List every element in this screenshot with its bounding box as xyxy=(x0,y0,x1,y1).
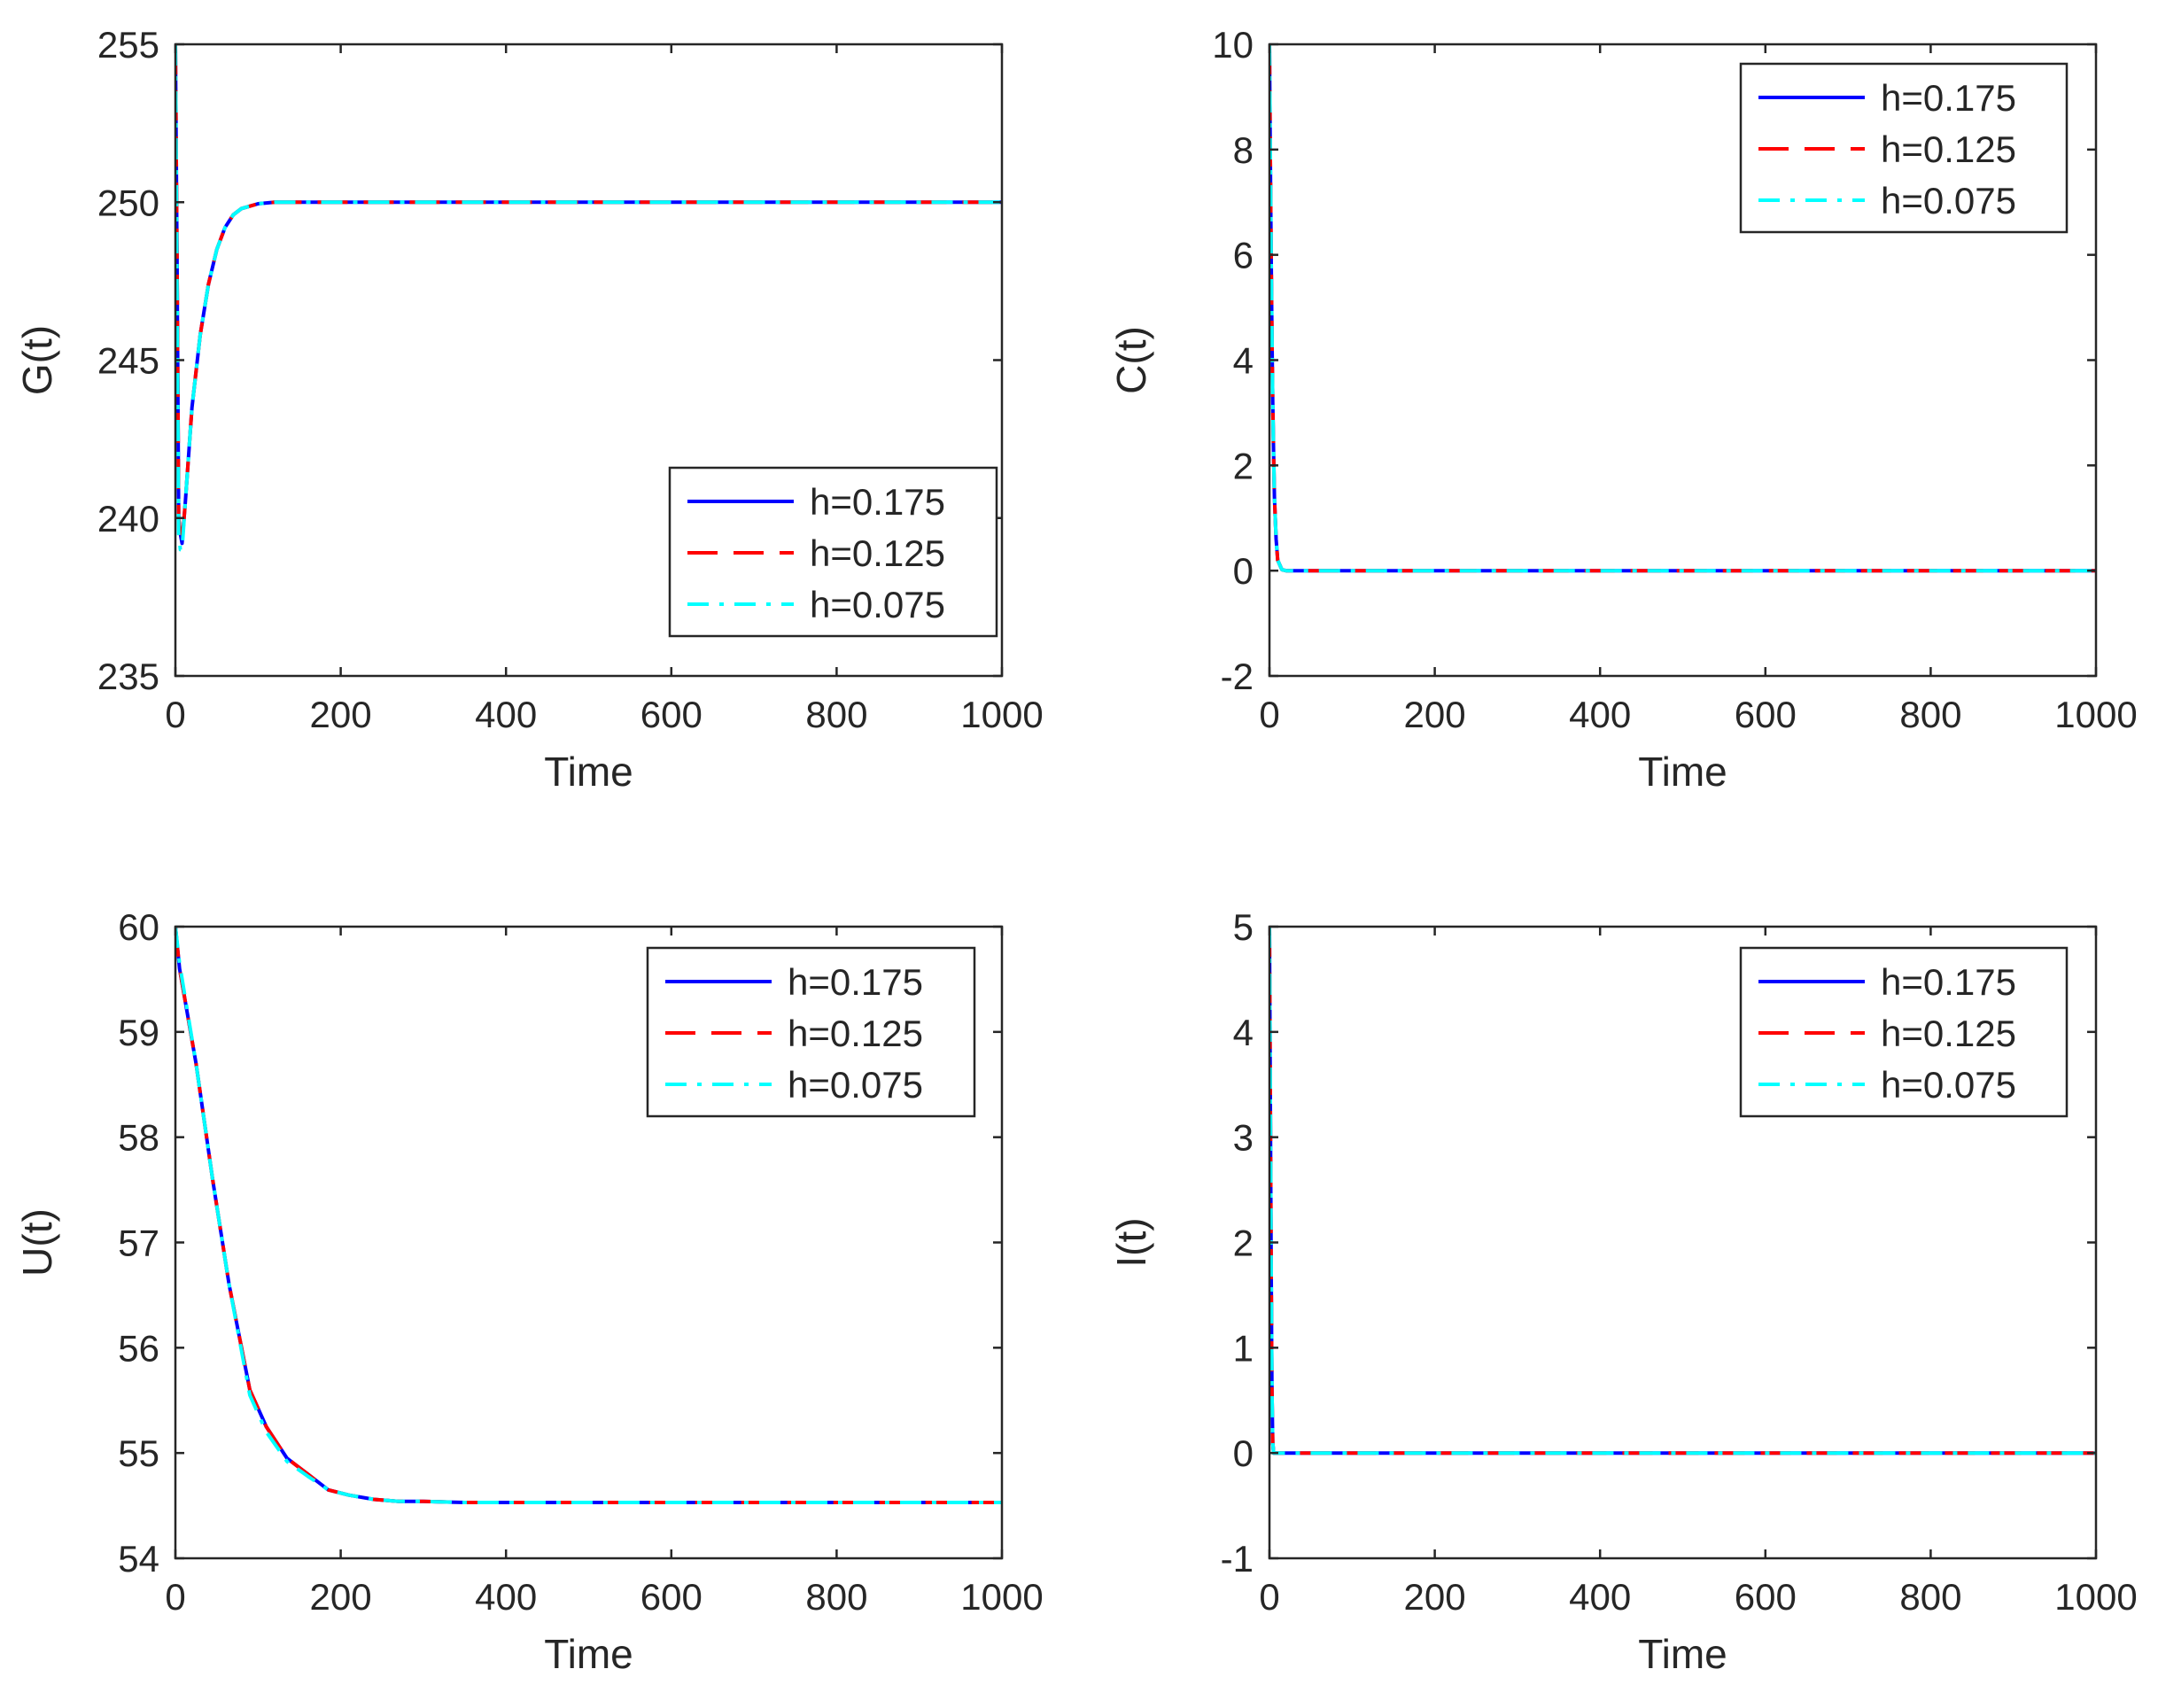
chart-1: 0 200 400 600 800 1000-20246810TimeC(t)h=0.17… xyxy=(1108,24,2138,795)
y-tick-label: 59 xyxy=(118,1012,159,1053)
series-group xyxy=(175,44,1002,552)
chart-0: 0 200 400 600 800 1000 235 240 245 250 255 Time G(t)… xyxy=(14,24,1044,795)
y-tick-label: 8 xyxy=(1233,129,1254,171)
x-tick-label: 1000 xyxy=(2054,1576,2137,1618)
x-axis-label: Time xyxy=(544,749,633,795)
legend-box xyxy=(1739,62,2069,234)
x-tick-label: 600 xyxy=(1735,694,1797,735)
y-tick-label: 4 xyxy=(1233,340,1254,382)
y-tick-label: 240 xyxy=(97,498,159,540)
y-axis-label: U(t) xyxy=(14,1208,60,1277)
y-tick-label: 54 xyxy=(118,1538,159,1580)
y-tick-label: 58 xyxy=(118,1117,159,1159)
x-tick-label: 1000 xyxy=(960,694,1043,735)
y-tick-label: 250 xyxy=(97,182,159,223)
y-axis-label: G(t) xyxy=(14,325,60,395)
y-tick-label: 10 xyxy=(1212,24,1254,66)
y-tick-label: 245 xyxy=(97,340,159,382)
legend: h=0.175 h=0.125 h=0.075 xyxy=(646,946,976,1118)
series-line-2 xyxy=(175,44,1002,552)
y-tick-label: 255 xyxy=(97,24,159,66)
x-tick-label: 400 xyxy=(1569,694,1631,735)
x-tick-label: 200 xyxy=(1404,694,1466,735)
x-tick-label: 200 xyxy=(1404,1576,1466,1618)
y-tick-label: 2 xyxy=(1233,1223,1254,1264)
legend-box xyxy=(1739,946,2069,1118)
y-tick-label: 5 xyxy=(1233,906,1254,948)
x-tick-label: 200 xyxy=(310,694,372,735)
y-tick-label: -1 xyxy=(1221,1538,1254,1580)
y-tick-label: 6 xyxy=(1233,235,1254,276)
legend: h=0.175 h=0.125 h=0.075 xyxy=(1739,62,2069,234)
legend: h=0.175 h=0.125 h=0.075 xyxy=(668,466,998,638)
legend: h=0.175 h=0.125 h=0.075 xyxy=(1739,946,2069,1118)
y-tick-label: 4 xyxy=(1233,1012,1254,1053)
legend-label: h=0.175 xyxy=(1881,77,2016,119)
x-tick-label: 0 xyxy=(165,694,185,735)
y-tick-label: 56 xyxy=(118,1327,159,1369)
x-tick-label: 600 xyxy=(1735,1576,1797,1618)
y-tick-label: 3 xyxy=(1233,1117,1254,1159)
y-axis-label: I(t) xyxy=(1108,1217,1154,1267)
x-tick-label: 800 xyxy=(805,1576,867,1618)
y-tick-label: 57 xyxy=(118,1223,159,1264)
y-tick-label: 0 xyxy=(1233,1432,1254,1474)
y-axis-label: C(t) xyxy=(1108,326,1154,394)
legend-label: h=0.075 xyxy=(810,584,945,625)
x-tick-label: 200 xyxy=(310,1576,372,1618)
y-tick-label: 55 xyxy=(118,1432,159,1474)
y-tick-label: 235 xyxy=(97,656,159,697)
x-tick-label: 400 xyxy=(1569,1576,1631,1618)
legend-box xyxy=(668,466,998,638)
y-tick-label: 0 xyxy=(1233,550,1254,592)
series-line-2 xyxy=(175,927,1002,1504)
legend-label: h=0.175 xyxy=(810,481,945,523)
x-tick-label: 600 xyxy=(640,1576,703,1618)
series-line-2 xyxy=(1269,44,2096,573)
y-tick-label: 1 xyxy=(1233,1327,1254,1369)
legend-box xyxy=(646,946,976,1118)
legend-label: h=0.125 xyxy=(788,1013,923,1054)
x-tick-label: 0 xyxy=(1259,694,1279,735)
x-tick-label: 800 xyxy=(805,694,867,735)
legend-label: h=0.125 xyxy=(1881,1013,2016,1054)
legend-label: h=0.175 xyxy=(788,961,923,1003)
series-group xyxy=(175,927,1002,1504)
x-tick-label: 400 xyxy=(475,694,537,735)
x-tick-label: 0 xyxy=(165,1576,185,1618)
x-axis-label: Time xyxy=(1638,1631,1727,1677)
legend-label: h=0.075 xyxy=(788,1064,923,1106)
x-tick-label: 800 xyxy=(1899,694,1961,735)
x-tick-label: 600 xyxy=(640,694,703,735)
legend-label: h=0.075 xyxy=(1881,180,2016,221)
y-tick-label: 2 xyxy=(1233,445,1254,486)
y-tick-label: -2 xyxy=(1221,656,1254,697)
x-tick-label: 1000 xyxy=(960,1576,1043,1618)
x-axis-label: Time xyxy=(544,1631,633,1677)
legend-label: h=0.175 xyxy=(1881,961,2016,1003)
x-tick-label: 800 xyxy=(1899,1576,1961,1618)
chart-3: 0 200 400 600 800 1000-1012345TimeI(t)h=0.175… xyxy=(1108,906,2138,1677)
x-tick-label: 400 xyxy=(475,1576,537,1618)
x-tick-label: 1000 xyxy=(2054,694,2137,735)
legend-label: h=0.125 xyxy=(810,532,945,574)
x-tick-label: 0 xyxy=(1259,1576,1279,1618)
x-axis-label: Time xyxy=(1638,749,1727,795)
legend-label: h=0.075 xyxy=(1881,1064,2016,1106)
legend-label: h=0.125 xyxy=(1881,128,2016,170)
chart-2: 0 200 400 600 800 1000 54 55 56 57 58 59 60 Time U(t) h… xyxy=(14,906,1044,1677)
y-tick-label: 60 xyxy=(118,906,159,948)
